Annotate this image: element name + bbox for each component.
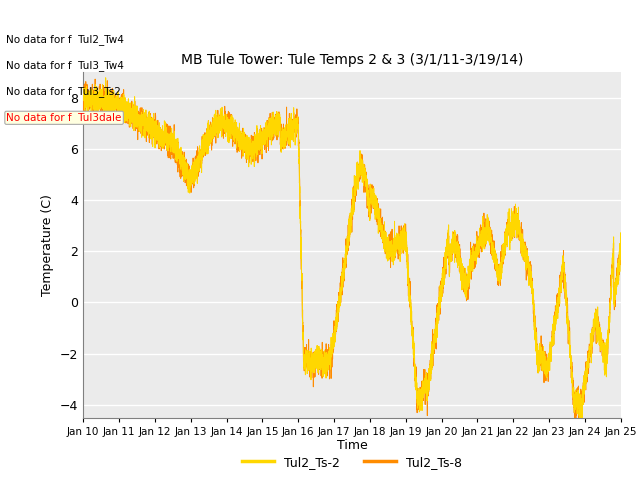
Text: No data for f  Tul3_Tw4: No data for f Tul3_Tw4: [6, 60, 124, 71]
X-axis label: Time: Time: [337, 439, 367, 453]
Legend: Tul2_Ts-2, Tul2_Ts-8: Tul2_Ts-2, Tul2_Ts-8: [237, 451, 467, 474]
Y-axis label: Temperature (C): Temperature (C): [42, 194, 54, 296]
Text: No data for f  Tul2_Tw4: No data for f Tul2_Tw4: [6, 34, 124, 45]
Text: No data for f  Tul3dale: No data for f Tul3dale: [6, 113, 122, 123]
Title: MB Tule Tower: Tule Temps 2 & 3 (3/1/11-3/19/14): MB Tule Tower: Tule Temps 2 & 3 (3/1/11-…: [181, 53, 523, 67]
Text: No data for f  Tul3_Ts2: No data for f Tul3_Ts2: [6, 86, 121, 97]
